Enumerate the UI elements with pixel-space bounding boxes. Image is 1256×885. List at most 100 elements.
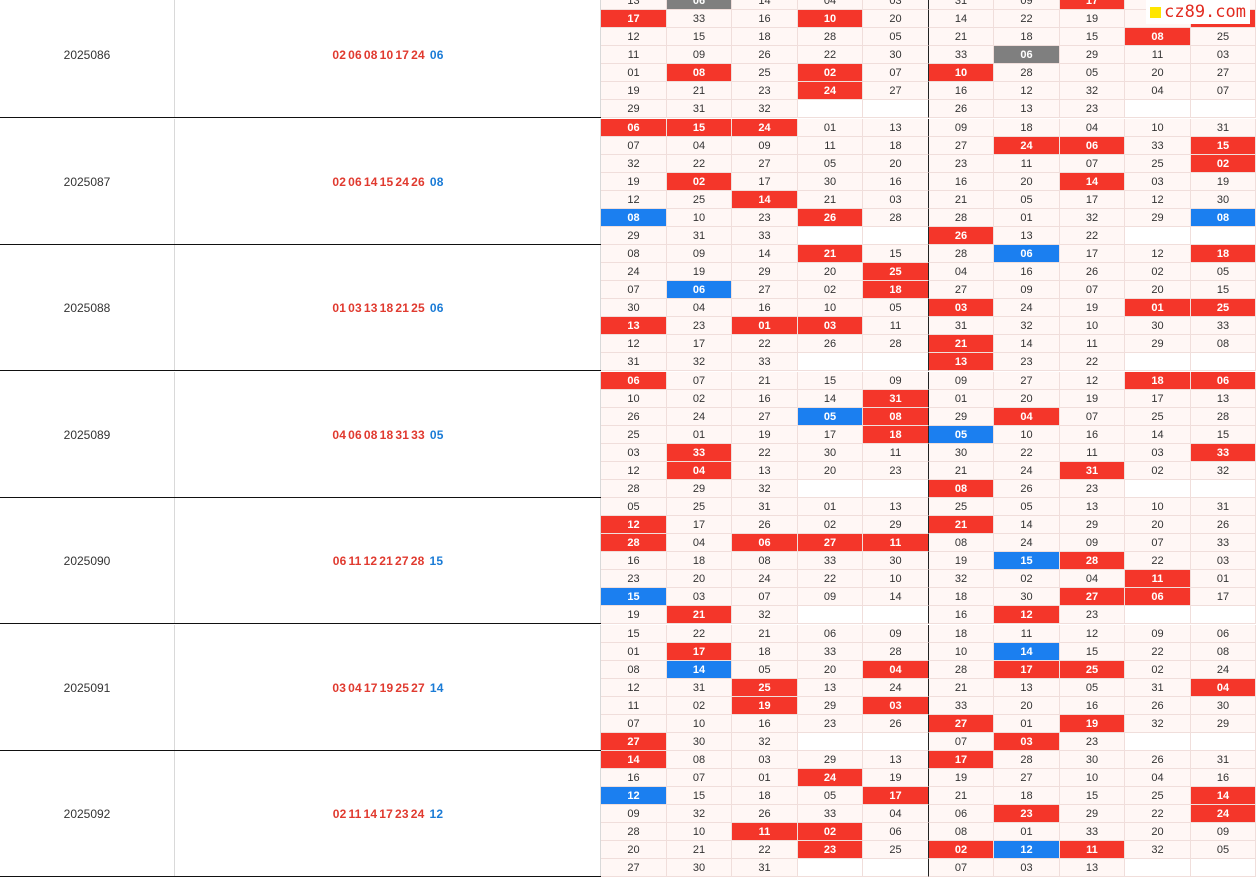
grid-cell: 14 bbox=[994, 516, 1060, 534]
grid-cell: 12 bbox=[994, 841, 1060, 859]
grid-cell: 21 bbox=[667, 82, 732, 100]
grid-cell: 22 bbox=[667, 625, 732, 643]
grid-cell: 19 bbox=[1191, 173, 1256, 191]
grid-cell: 14 bbox=[863, 588, 929, 606]
blue-ball: 06 bbox=[429, 47, 444, 62]
grid-cell: 17 bbox=[1125, 390, 1191, 408]
grid-cell: 30 bbox=[994, 588, 1060, 606]
grid-cell: 32 bbox=[1125, 841, 1191, 859]
grid-cell bbox=[863, 480, 929, 498]
grid-cell: 02 bbox=[667, 697, 732, 715]
grid-cell: 29 bbox=[1191, 715, 1256, 733]
grid-cell: 30 bbox=[863, 46, 929, 64]
grid-cell: 10 bbox=[798, 10, 863, 28]
draw-result: 01 03 13 18 21 25 06 bbox=[175, 245, 601, 370]
grid-cell: 03 bbox=[667, 588, 732, 606]
grid-cell: 24 bbox=[798, 82, 863, 100]
grid-cell: 13 bbox=[994, 679, 1060, 697]
grid-cell: 31 bbox=[601, 353, 667, 371]
grid-cell: 04 bbox=[1060, 570, 1125, 588]
grid-cell: 23 bbox=[667, 317, 732, 335]
grid-cell: 21 bbox=[929, 28, 994, 46]
draw-result: 02 11 14 17 23 24 12 bbox=[175, 751, 601, 876]
grid-cell bbox=[1191, 480, 1256, 498]
grid-cell bbox=[863, 353, 929, 371]
grid-cell: 03 bbox=[1125, 173, 1191, 191]
grid-cell: 19 bbox=[929, 552, 994, 570]
grid-cell: 26 bbox=[1125, 697, 1191, 715]
grid-cell: 07 bbox=[601, 281, 667, 299]
grid-cell: 11 bbox=[601, 46, 667, 64]
grid-cell: 11 bbox=[1125, 46, 1191, 64]
red-ball: 18 bbox=[379, 427, 394, 442]
grid-cell: 12 bbox=[994, 606, 1060, 624]
grid-cell bbox=[1191, 227, 1256, 245]
grid-cell: 10 bbox=[667, 209, 732, 227]
red-ball: 03 bbox=[348, 300, 362, 315]
grid-cell: 30 bbox=[667, 859, 732, 877]
grid-cell: 28 bbox=[994, 64, 1060, 82]
grid-cell: 07 bbox=[1191, 82, 1256, 100]
grid-cell: 17 bbox=[994, 661, 1060, 679]
grid-cell: 03 bbox=[994, 733, 1060, 751]
blue-ball: 14 bbox=[429, 680, 444, 695]
red-ball: 06 bbox=[332, 553, 347, 568]
grid-cell: 14 bbox=[667, 661, 732, 679]
grid-cell: 21 bbox=[732, 372, 798, 390]
grid-cell: 31 bbox=[1191, 498, 1256, 516]
grid-cell: 26 bbox=[732, 805, 798, 823]
grid-cell: 03 bbox=[863, 0, 929, 10]
grid-cell: 09 bbox=[929, 372, 994, 390]
grid-cell: 15 bbox=[798, 372, 863, 390]
grid-cell: 19 bbox=[1060, 299, 1125, 317]
grid-cell: 14 bbox=[732, 0, 798, 10]
grid-cell: 21 bbox=[929, 516, 994, 534]
number-grid: 06 15 24 01 13 09 18 04 10 31 07 04 09 11 18 27 24 06 33 15… bbox=[601, 119, 1256, 245]
grid-cell: 11 bbox=[732, 823, 798, 841]
grid-cell: 17 bbox=[732, 173, 798, 191]
grid-cell: 32 bbox=[732, 480, 798, 498]
grid-cell: 13 bbox=[994, 100, 1060, 118]
table-row: 2025092 02 11 14 17 23 24 12 14 08 03 29 13 17 28 30 26 3… bbox=[0, 751, 1256, 877]
grid-cell: 10 bbox=[1060, 769, 1125, 787]
grid-cell: 30 bbox=[1060, 751, 1125, 769]
table-row: 2025091 03 04 17 19 25 27 14 15 22 21 06 09 18 11 12 09 0… bbox=[0, 625, 1256, 751]
grid-cell: 27 bbox=[732, 408, 798, 426]
grid-cell: 23 bbox=[863, 462, 929, 480]
grid-cell: 25 bbox=[1060, 661, 1125, 679]
grid-cell: 31 bbox=[1060, 462, 1125, 480]
grid-cell: 31 bbox=[863, 390, 929, 408]
grid-cell bbox=[863, 606, 929, 624]
issue-number: 2025087 bbox=[0, 119, 175, 244]
blue-ball: 12 bbox=[429, 806, 444, 821]
grid-cell: 23 bbox=[929, 155, 994, 173]
grid-cell: 22 bbox=[1125, 643, 1191, 661]
grid-cell: 09 bbox=[601, 805, 667, 823]
grid-cell: 08 bbox=[929, 823, 994, 841]
grid-cell: 33 bbox=[798, 552, 863, 570]
grid-cell: 21 bbox=[667, 606, 732, 624]
grid-cell bbox=[863, 100, 929, 118]
grid-cell: 19 bbox=[1060, 390, 1125, 408]
grid-cell: 27 bbox=[732, 281, 798, 299]
grid-cell: 12 bbox=[601, 516, 667, 534]
red-ball: 19 bbox=[379, 680, 394, 695]
grid-cell: 10 bbox=[994, 426, 1060, 444]
grid-cell: 20 bbox=[1125, 281, 1191, 299]
grid-cell: 20 bbox=[1125, 516, 1191, 534]
grid-cell: 28 bbox=[798, 28, 863, 46]
grid-cell bbox=[1191, 859, 1256, 877]
grid-cell: 15 bbox=[1191, 426, 1256, 444]
grid-cell: 23 bbox=[732, 209, 798, 227]
grid-cell: 24 bbox=[732, 119, 798, 137]
grid-cell: 32 bbox=[1125, 715, 1191, 733]
grid-cell: 25 bbox=[667, 498, 732, 516]
grid-cell: 12 bbox=[601, 335, 667, 353]
grid-cell: 22 bbox=[732, 335, 798, 353]
grid-cell: 16 bbox=[863, 173, 929, 191]
grid-cell: 16 bbox=[929, 606, 994, 624]
grid-cell: 30 bbox=[1125, 317, 1191, 335]
grid-cell: 04 bbox=[1060, 119, 1125, 137]
red-ball: 28 bbox=[410, 553, 425, 568]
grid-cell: 05 bbox=[732, 661, 798, 679]
